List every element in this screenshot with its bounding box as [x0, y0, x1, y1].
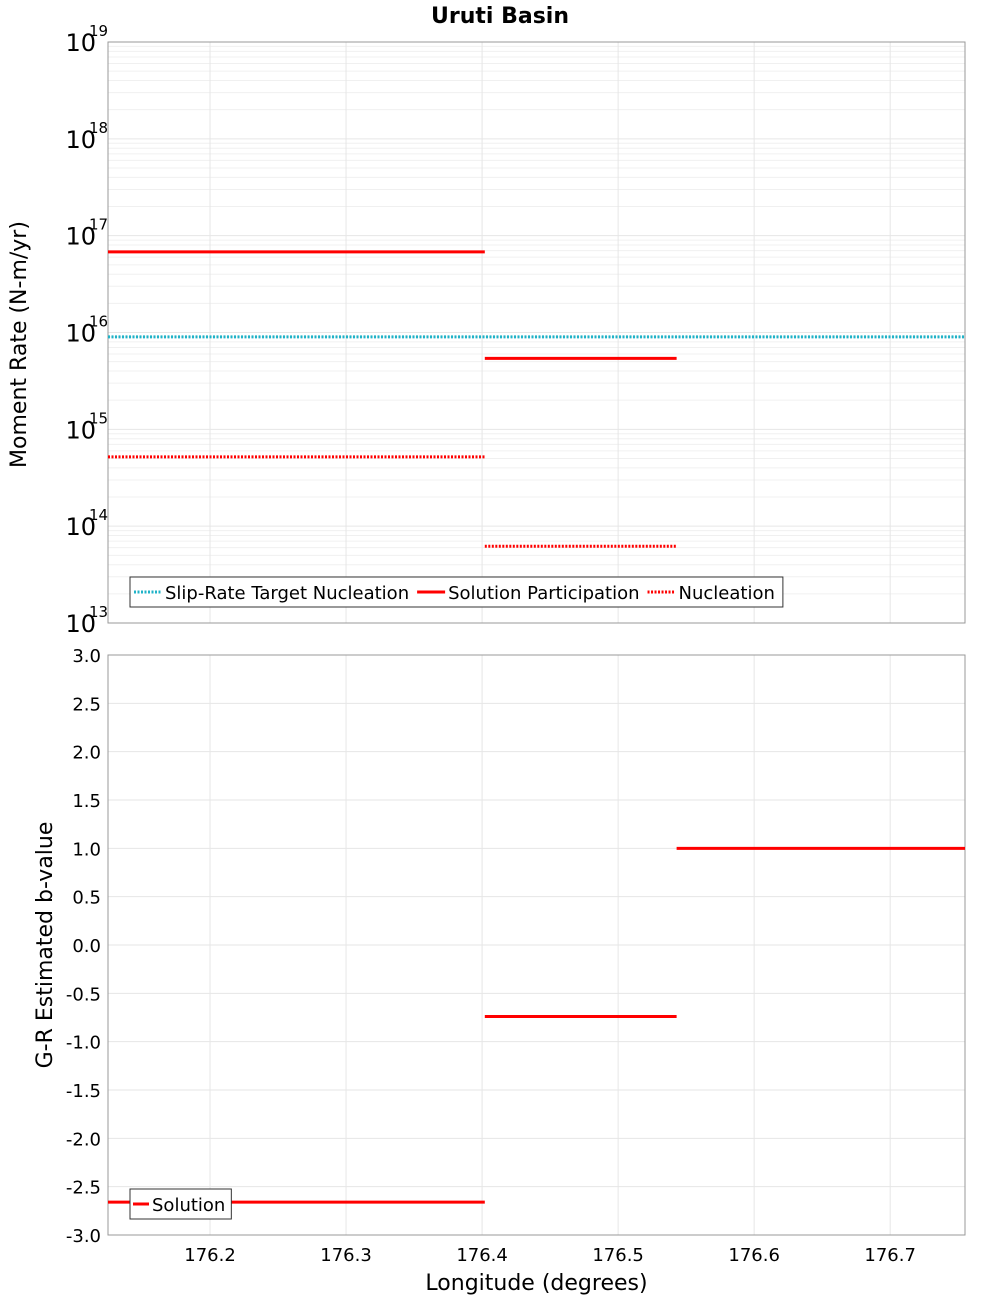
x-axis-label: Longitude (degrees) [425, 1271, 647, 1296]
legend-entry: Solution Participation [448, 583, 639, 604]
legend-entry: Nucleation [679, 583, 775, 604]
y-tick-label-base: 10 [65, 223, 96, 251]
y-tick-label: -0.5 [66, 984, 101, 1005]
chart-title: Uruti Basin [431, 4, 569, 29]
y-tick-label: 0.5 [72, 888, 101, 909]
y-tick-label-exponent: 14 [89, 506, 108, 524]
y-tick-label-base: 10 [65, 416, 96, 444]
y-tick-label: -1.5 [66, 1081, 101, 1102]
y-tick-label-base: 10 [65, 610, 96, 638]
y-tick-label-exponent: 19 [89, 22, 108, 40]
x-tick-label: 176.4 [456, 1245, 508, 1266]
y-tick-label: 1.0 [72, 839, 101, 860]
y-tick-label: 2.5 [72, 694, 101, 715]
y-tick-label-base: 10 [65, 29, 96, 57]
y-axis-label: Moment Rate (N-m/yr) [7, 221, 32, 468]
y-tick-label: 3.0 [72, 646, 101, 667]
legend-entry: Slip-Rate Target Nucleation [165, 583, 409, 604]
y-tick-label: -2.5 [66, 1178, 101, 1199]
y-tick-label-exponent: 17 [89, 216, 108, 234]
x-tick-label: 176.5 [592, 1245, 644, 1266]
y-tick-label-base: 10 [65, 513, 96, 541]
y-tick-label: -3.0 [66, 1226, 101, 1247]
legend-box [129, 576, 784, 608]
legend: Solution [129, 1188, 232, 1220]
y-tick-label: 0.0 [72, 936, 101, 957]
legend: Slip-Rate Target Nucleation Solution Part… [129, 576, 784, 608]
y-tick-label-base: 10 [65, 320, 96, 348]
legend-entry: Solution [152, 1195, 225, 1216]
plot-frame [107, 654, 966, 1236]
x-tick-label: 176.6 [728, 1245, 780, 1266]
y-tick-label-exponent: 13 [89, 603, 108, 621]
plot-frame [107, 41, 966, 624]
y-tick-label-exponent: 16 [89, 313, 108, 331]
y-tick-label: 2.0 [72, 743, 101, 764]
x-tick-label: 176.2 [184, 1245, 236, 1266]
x-tick-label: 176.7 [864, 1245, 916, 1266]
y-tick-label: 1.5 [72, 791, 101, 812]
y-axis-label: G-R Estimated b-value [33, 822, 58, 1069]
b-value-panel: -3.0 -2.5 -2.0 -1.5 -1.0 -0.5 0.0 0.5 1.0 1.5 2.0 2… [33, 646, 966, 1296]
y-tick-label-exponent: 15 [89, 409, 108, 427]
y-tick-label: -1.0 [66, 1033, 101, 1054]
y-tick-label-base: 10 [65, 126, 96, 154]
y-tick-label: -2.0 [66, 1129, 101, 1150]
y-tick-label-exponent: 18 [89, 119, 108, 137]
x-tick-label: 176.3 [320, 1245, 372, 1266]
